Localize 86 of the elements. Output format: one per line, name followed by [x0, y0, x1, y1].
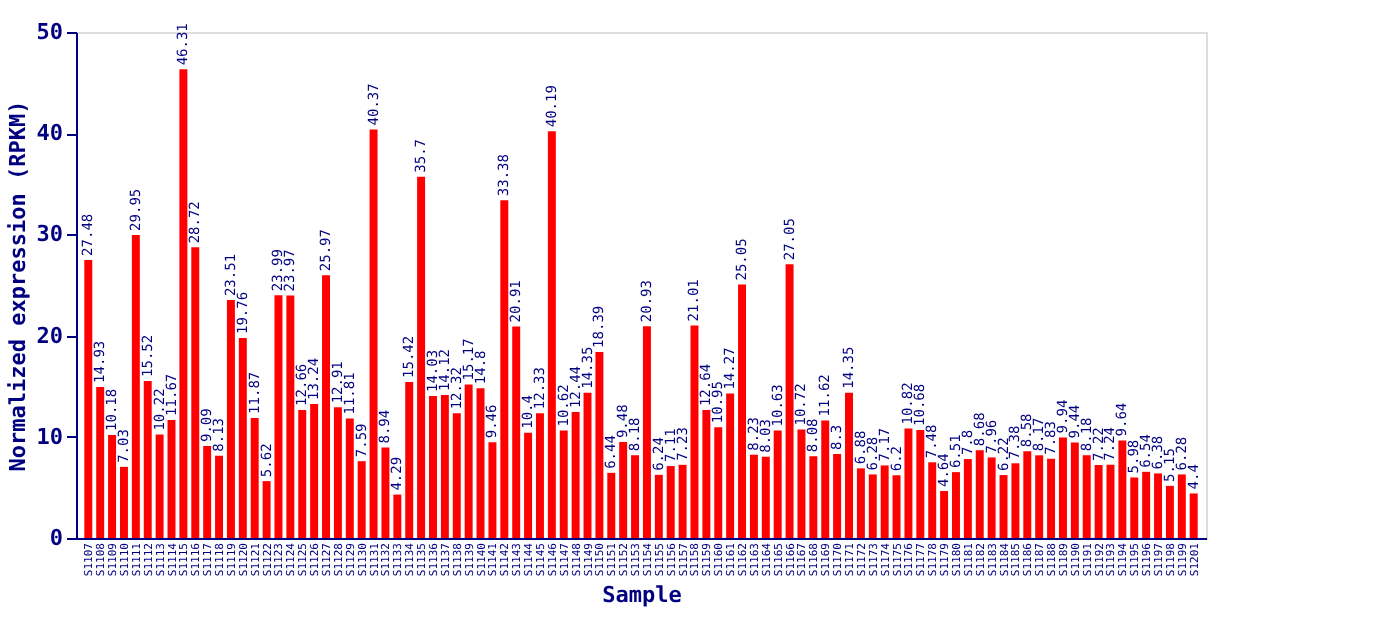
bar — [1070, 442, 1079, 538]
y-tick-label: 10 — [36, 423, 63, 450]
bar — [571, 412, 580, 538]
bar — [179, 69, 188, 538]
x-axis-title: Sample — [602, 582, 683, 609]
bar — [607, 472, 616, 538]
bar — [238, 338, 247, 538]
bar — [500, 200, 509, 538]
bar — [333, 407, 342, 538]
bar — [761, 456, 770, 538]
bar — [1154, 473, 1163, 538]
bar — [833, 454, 842, 538]
bar — [702, 410, 711, 538]
bar — [84, 259, 93, 538]
bar — [464, 384, 473, 538]
bar — [1035, 455, 1044, 538]
bar — [1058, 437, 1067, 538]
bar — [856, 468, 865, 538]
bar — [916, 429, 925, 538]
bar — [310, 404, 319, 538]
bar — [1177, 474, 1186, 538]
bar — [952, 472, 960, 538]
bar — [108, 434, 117, 538]
bar — [322, 275, 330, 538]
bar — [143, 380, 152, 538]
y-tick-label: 0 — [49, 525, 63, 551]
y-axis-title: Normalized expression (RPKM) — [4, 100, 31, 472]
bar — [203, 446, 212, 538]
bar — [749, 454, 758, 538]
bar — [215, 455, 224, 538]
bar — [429, 396, 437, 538]
bar — [357, 461, 366, 538]
bar — [1165, 485, 1174, 538]
bar — [226, 300, 235, 538]
bar — [773, 430, 782, 538]
bar — [975, 450, 984, 538]
bar — [726, 393, 735, 538]
bar — [1142, 471, 1151, 538]
bar — [678, 464, 687, 538]
bar — [155, 434, 164, 538]
bar — [1130, 477, 1139, 538]
bar — [940, 491, 949, 538]
bar — [654, 474, 663, 538]
y-tick-label: 20 — [36, 322, 63, 349]
bar — [535, 413, 544, 538]
bar — [642, 326, 651, 538]
bar — [452, 413, 461, 538]
bar — [559, 430, 568, 538]
bar — [96, 386, 105, 538]
bar — [131, 234, 140, 538]
bar — [666, 466, 675, 538]
bar — [1094, 464, 1103, 538]
bar — [119, 466, 128, 538]
bar — [595, 351, 604, 538]
y-tick-label: 30 — [36, 221, 63, 248]
bar — [250, 417, 259, 538]
bar — [547, 131, 556, 538]
bar — [345, 418, 354, 538]
bar — [286, 295, 295, 538]
bar — [845, 392, 853, 538]
bar — [1047, 458, 1056, 538]
bar — [1023, 451, 1032, 538]
bar — [809, 456, 818, 538]
bar — [1189, 493, 1198, 538]
bar — [631, 455, 640, 538]
bar — [191, 247, 200, 538]
bar — [738, 284, 747, 538]
bar — [440, 395, 449, 538]
bar — [393, 494, 402, 538]
bar — [524, 432, 533, 538]
bar — [987, 457, 996, 538]
bar — [880, 465, 889, 538]
bar — [1118, 440, 1127, 538]
y-tick-label: 40 — [36, 120, 63, 147]
bar — [714, 427, 723, 538]
bar — [298, 409, 307, 538]
bar — [928, 462, 937, 538]
bar — [821, 420, 830, 538]
bar — [405, 381, 414, 538]
bar — [1082, 455, 1091, 538]
bar — [963, 459, 972, 538]
bar — [512, 326, 521, 538]
bar — [868, 474, 877, 538]
bar — [417, 176, 426, 538]
bar — [619, 442, 628, 538]
y-tick-label: 50 — [36, 19, 63, 45]
